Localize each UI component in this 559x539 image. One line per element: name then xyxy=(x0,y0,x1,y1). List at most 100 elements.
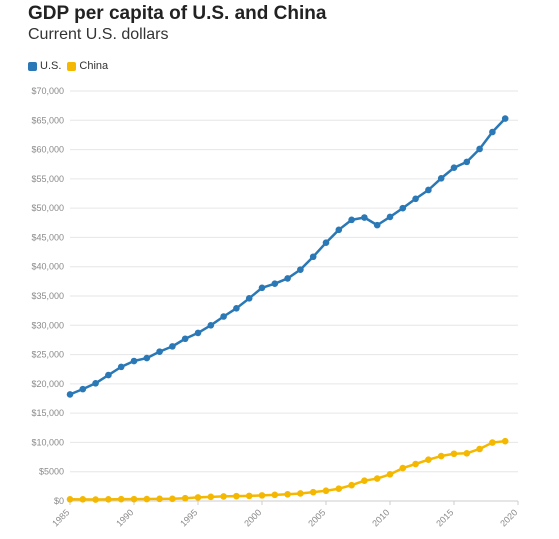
data-point-u-s-2008 xyxy=(361,214,368,221)
data-point-u-s-1992 xyxy=(156,348,163,355)
data-point-u-s-1989 xyxy=(117,363,125,371)
legend-swatch-china xyxy=(67,61,77,71)
legend: U.S. China xyxy=(28,60,114,72)
data-point-u-s-2013 xyxy=(425,186,432,194)
data-point-u-s-2005 xyxy=(322,239,330,246)
y-tick-label-50000: $50,000 xyxy=(31,203,64,213)
y-tick-label-25000: $25,000 xyxy=(31,350,64,360)
y-tick-label-60000: $60,000 xyxy=(31,145,64,155)
chart-title: GDP per capita of U.S. and China xyxy=(28,3,327,24)
y-tick-label-30000: $30,000 xyxy=(31,320,64,330)
data-point-china-1997 xyxy=(220,493,227,500)
data-point-china-1994 xyxy=(181,494,189,502)
data-point-u-s-2001 xyxy=(271,280,279,288)
x-tick-label-1995: 1995 xyxy=(178,507,199,528)
data-point-china-1996 xyxy=(207,493,215,501)
series-line-china xyxy=(68,439,507,501)
y-tick-label-5000: $5000 xyxy=(39,467,64,477)
y-tick-label-55000: $55,000 xyxy=(31,174,64,184)
data-point-china-2015 xyxy=(450,450,458,458)
data-point-u-s-1995 xyxy=(194,329,202,337)
data-point-china-1998 xyxy=(233,492,240,500)
data-point-u-s-2011 xyxy=(399,204,407,212)
y-tick-label-15000: $15,000 xyxy=(31,408,64,418)
y-tick-label-45000: $45,000 xyxy=(31,232,64,242)
data-point-u-s-1998 xyxy=(233,305,240,312)
data-point-china-1995 xyxy=(194,494,202,501)
x-tick-label-2015: 2015 xyxy=(434,507,455,528)
x-tick-label-2000: 2000 xyxy=(242,507,263,528)
data-point-china-2014 xyxy=(437,452,445,460)
data-point-china-1986 xyxy=(79,496,87,503)
y-tick-label-10000: $10,000 xyxy=(31,437,64,447)
legend-swatch-us xyxy=(28,61,37,71)
data-point-china-2006 xyxy=(335,485,343,493)
data-point-china-2002 xyxy=(284,490,291,498)
data-point-u-s-1997 xyxy=(220,313,227,320)
data-point-china-1985 xyxy=(66,495,74,503)
data-point-china-2009 xyxy=(373,475,381,482)
data-point-china-2004 xyxy=(309,488,317,496)
data-point-china-2012 xyxy=(412,460,419,468)
y-tick-label-65000: $65,000 xyxy=(31,115,64,125)
data-point-u-s-1986 xyxy=(79,385,87,393)
data-point-china-2019 xyxy=(501,437,509,445)
data-point-china-1993 xyxy=(169,495,176,503)
data-point-china-1992 xyxy=(156,495,163,503)
data-point-china-1987 xyxy=(92,496,99,503)
data-point-china-1989 xyxy=(117,495,125,503)
data-point-u-s-1993 xyxy=(169,343,176,350)
data-point-u-s-1994 xyxy=(181,335,189,343)
data-point-u-s-2012 xyxy=(412,195,419,203)
y-tick-label-70000: $70,000 xyxy=(31,86,64,96)
data-point-u-s-1996 xyxy=(207,321,215,329)
data-point-china-1999 xyxy=(245,492,253,500)
x-tick-label-2020: 2020 xyxy=(498,507,519,528)
data-point-u-s-1999 xyxy=(245,295,253,302)
data-point-u-s-1987 xyxy=(92,379,99,387)
data-point-u-s-2016 xyxy=(463,158,471,166)
data-point-u-s-2017 xyxy=(476,145,483,153)
data-point-u-s-2007 xyxy=(348,216,355,224)
data-point-china-1991 xyxy=(143,495,151,503)
series-line-u-s xyxy=(68,117,507,396)
data-point-china-2011 xyxy=(399,464,407,472)
data-point-u-s-2010 xyxy=(386,213,394,221)
data-point-china-2001 xyxy=(271,491,279,499)
chart-subtitle: Current U.S. dollars xyxy=(28,26,169,43)
data-point-china-2013 xyxy=(425,456,432,464)
data-point-u-s-2003 xyxy=(297,266,304,273)
data-point-china-2007 xyxy=(348,481,355,489)
data-point-china-2017 xyxy=(476,445,483,453)
data-point-china-2010 xyxy=(386,471,394,478)
data-point-china-2003 xyxy=(297,490,304,497)
data-point-u-s-2000 xyxy=(258,284,266,292)
data-point-china-2018 xyxy=(489,439,496,446)
legend-item-us[interactable]: U.S. xyxy=(28,60,61,72)
data-point-china-1988 xyxy=(105,496,112,503)
data-point-u-s-2015 xyxy=(450,164,458,172)
data-point-china-1990 xyxy=(130,495,138,503)
data-point-china-2008 xyxy=(361,477,368,484)
x-tick-label-1990: 1990 xyxy=(114,507,135,528)
data-point-china-2000 xyxy=(258,492,266,499)
data-point-u-s-1988 xyxy=(105,371,112,379)
legend-label-china: China xyxy=(79,60,109,72)
data-point-u-s-2004 xyxy=(309,253,317,261)
x-tick-label-2005: 2005 xyxy=(306,507,327,528)
data-point-u-s-1985 xyxy=(66,391,74,398)
legend-label-us: U.S. xyxy=(40,60,62,72)
data-point-china-2016 xyxy=(463,449,471,457)
x-tick-label-2010: 2010 xyxy=(370,507,391,528)
legend-item-china[interactable]: China xyxy=(67,60,108,72)
data-point-u-s-2009 xyxy=(373,221,381,229)
data-point-china-2005 xyxy=(322,487,330,495)
y-tick-label-0: $0 xyxy=(54,496,64,506)
data-point-u-s-2002 xyxy=(284,275,291,282)
data-point-u-s-2018 xyxy=(489,128,496,136)
data-point-u-s-1990 xyxy=(130,357,138,365)
data-point-u-s-2006 xyxy=(335,226,343,234)
y-tick-label-35000: $35,000 xyxy=(31,291,64,301)
y-tick-label-40000: $40,000 xyxy=(31,262,64,272)
